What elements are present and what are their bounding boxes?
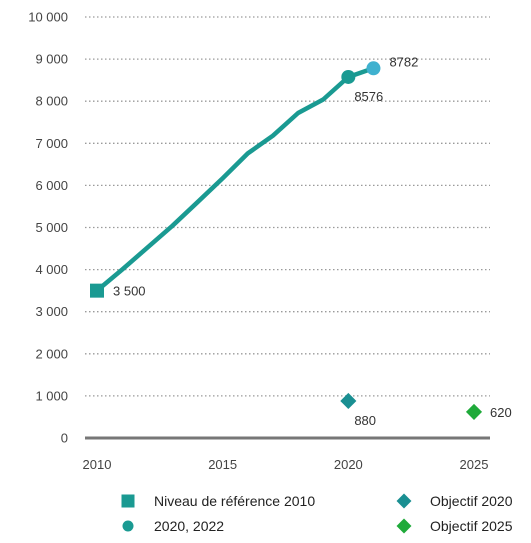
markers-group: 3 500 8576 8782 880 620 (90, 54, 512, 428)
y-tick-label: 4 000 (35, 262, 68, 277)
y-tick-label: 7 000 (35, 136, 68, 151)
data-label: 880 (354, 413, 376, 428)
legend-label: Objectif 2020 (430, 493, 513, 509)
y-tick-label: 3 000 (35, 304, 68, 319)
y-tick-label: 6 000 (35, 178, 68, 193)
data-label: 8782 (389, 54, 418, 69)
series-line-0 (94, 66, 376, 293)
y-tick-label: 8 000 (35, 94, 68, 109)
data-point-diamond (465, 403, 483, 420)
data-point-circle (366, 61, 381, 76)
x-axis: 2010 2015 2020 2025 (83, 457, 489, 472)
x-tick-label: 2015 (208, 457, 237, 472)
y-tick-label: 10 000 (28, 10, 68, 25)
y-tick-label: 2 000 (35, 346, 68, 361)
data-label: 620 (490, 405, 512, 420)
x-tick-label: 2025 (460, 457, 489, 472)
legend-marker-diamond (396, 518, 412, 534)
y-tick-label: 9 000 (35, 52, 68, 67)
legend-marker-circle (122, 520, 134, 532)
x-tick-label: 2010 (83, 457, 112, 472)
data-point-square (90, 283, 104, 298)
data-label: 8576 (354, 89, 383, 104)
y-axis: 0 1 000 2 000 3 000 4 000 5 000 6 000 7 000 8 00… (28, 10, 68, 446)
series-group (94, 66, 376, 293)
legend-label: Objectif 2025 (430, 518, 513, 534)
data-point-diamond (340, 392, 357, 410)
legend-marker-diamond (396, 493, 412, 509)
y-tick-label: 5 000 (35, 220, 68, 235)
legend-label: 2020, 2022 (154, 518, 224, 534)
grid (85, 16, 490, 440)
y-tick-label: 1 000 (35, 388, 68, 403)
legend-label: Niveau de référence 2010 (154, 493, 315, 509)
legend-marker-square (121, 494, 135, 508)
legend: Niveau de référence 2010 Objectif 2020 202… (121, 493, 513, 534)
data-point-circle (341, 69, 356, 84)
data-label: 3 500 (113, 284, 146, 299)
x-tick-label: 2020 (334, 457, 363, 472)
y-tick-label: 0 (61, 431, 68, 446)
